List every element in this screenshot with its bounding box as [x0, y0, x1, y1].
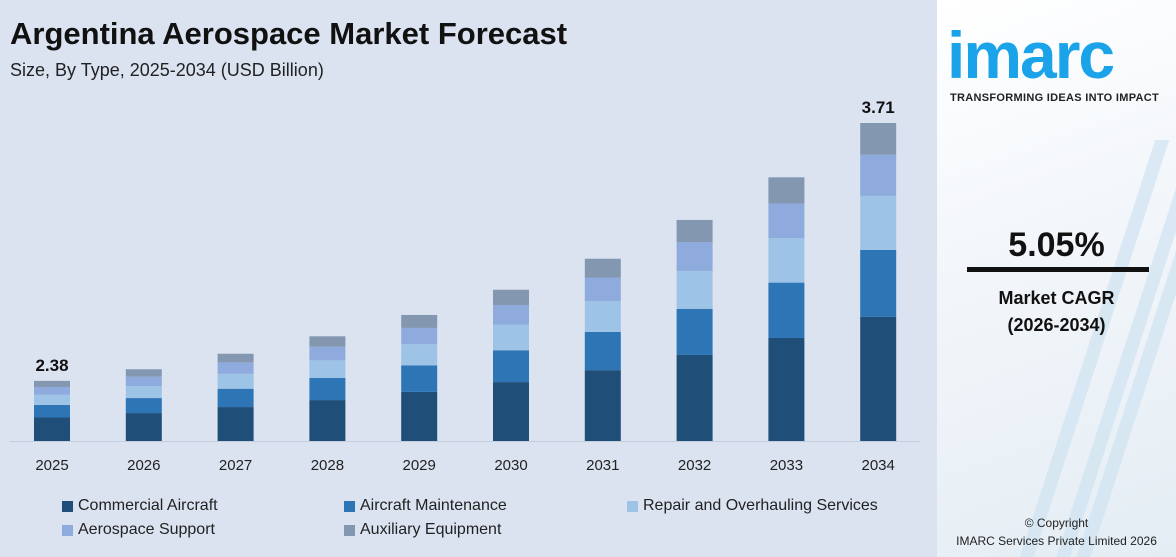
x-tick-label: 2032: [678, 457, 711, 474]
bar-segment-aircraft-maintenance-2031: [584, 332, 621, 371]
legend-label: Repair and Overhauling Services: [643, 497, 878, 514]
bar-segment-aerospace-support-2029: [401, 327, 438, 345]
x-tick-label: 2026: [127, 457, 160, 474]
legend-item: Aerospace Support: [62, 521, 215, 539]
bar-segment-commercial-aircraft-2027: [217, 407, 254, 441]
bar-segment-auxiliary-equipment-2025: [34, 380, 70, 387]
chart-subtitle: Size, By Type, 2025-2034 (USD Billion): [10, 60, 324, 80]
legend-item: Aircraft Maintenance: [344, 497, 507, 515]
copyright-line1: © Copyright: [1024, 516, 1089, 530]
side-panel: imarc TRANSFORMING IDEAS INTO IMPACT 5.0…: [937, 0, 1176, 557]
bar-segment-commercial-aircraft-2025: [34, 417, 70, 441]
bar-segment-aerospace-support-2028: [309, 346, 346, 361]
bar-segment-auxiliary-equipment-2028: [309, 336, 346, 347]
bar-segment-commercial-aircraft-2030: [493, 382, 529, 441]
bar-segment-repair-and-overhauling-services-2027: [217, 373, 254, 389]
bar-segment-commercial-aircraft-2032: [676, 354, 713, 441]
bar-segment-aircraft-maintenance-2027: [217, 388, 254, 408]
x-tick-label: 2028: [311, 457, 344, 474]
bar-segment-repair-and-overhauling-services-2026: [125, 386, 162, 399]
legend-label: Aircraft Maintenance: [360, 497, 507, 514]
bar-segment-aerospace-support-2034: [860, 154, 897, 196]
legend-label: Auxiliary Equipment: [360, 521, 502, 538]
bar-segment-aircraft-maintenance-2034: [860, 249, 897, 317]
bar-segment-aerospace-support-2027: [217, 362, 254, 374]
bar-segment-repair-and-overhauling-services-2029: [401, 344, 438, 366]
bar-segment-commercial-aircraft-2028: [309, 400, 346, 441]
cagr-label: Market CAGR (2026-2034): [937, 285, 1176, 339]
cagr-value: 5.05%: [1008, 226, 1105, 264]
bar-segment-aircraft-maintenance-2033: [768, 282, 805, 338]
chart-title: Argentina Aerospace Market Forecast: [10, 16, 568, 51]
bar-segment-commercial-aircraft-2031: [584, 370, 621, 441]
x-tick-label: 2030: [494, 457, 527, 474]
bar-segment-aerospace-support-2030: [493, 305, 529, 325]
bar-segment-repair-and-overhauling-services-2033: [768, 238, 805, 283]
bar-segment-aerospace-support-2032: [676, 241, 713, 271]
legend-swatch: [344, 524, 355, 536]
cagr-divider: [967, 267, 1149, 272]
x-tick-label: 2034: [862, 457, 895, 474]
bar-segment-repair-and-overhauling-services-2031: [584, 301, 621, 333]
bar-segment-repair-and-overhauling-services-2030: [493, 324, 529, 351]
x-tick-label: 2033: [770, 457, 803, 474]
legend-item: Repair and Overhauling Services: [627, 497, 878, 515]
bar-segment-aircraft-maintenance-2029: [401, 365, 438, 392]
bar-segment-commercial-aircraft-2029: [401, 391, 438, 441]
bar-segment-repair-and-overhauling-services-2034: [860, 195, 897, 250]
bar-segment-aerospace-support-2026: [125, 376, 162, 387]
legend-item: Auxiliary Equipment: [344, 521, 501, 539]
bar-segment-aircraft-maintenance-2026: [125, 398, 162, 414]
copyright: © Copyright IMARC Services Private Limit…: [937, 514, 1176, 550]
bar-segment-auxiliary-equipment-2030: [493, 289, 529, 306]
x-tick-label: 2031: [586, 457, 619, 474]
x-tick-label: 2025: [35, 457, 68, 474]
total-label: 3.71: [862, 98, 895, 117]
x-tick-label: 2027: [219, 457, 252, 474]
brand-tagline: TRANSFORMING IDEAS INTO IMPACT: [950, 92, 1160, 104]
bar-segment-auxiliary-equipment-2031: [584, 258, 621, 278]
bar-segment-auxiliary-equipment-2032: [676, 219, 713, 242]
bar-segment-aircraft-maintenance-2030: [493, 350, 529, 383]
x-tick-label: 2029: [403, 457, 436, 474]
bar-segment-aerospace-support-2033: [768, 203, 805, 239]
bar-segment-commercial-aircraft-2033: [768, 337, 805, 441]
bar-segment-commercial-aircraft-2026: [125, 413, 162, 441]
bar-segment-aircraft-maintenance-2028: [309, 378, 346, 401]
bar-segment-aircraft-maintenance-2032: [676, 308, 713, 355]
bar-segment-aerospace-support-2025: [34, 386, 70, 395]
copyright-line2: IMARC Services Private Limited 2026: [956, 534, 1157, 548]
bar-segment-repair-and-overhauling-services-2032: [676, 270, 713, 309]
cagr-label-period: (2026-2034): [1007, 315, 1106, 335]
total-label: 2.38: [35, 356, 68, 375]
bar-segment-repair-and-overhauling-services-2025: [34, 394, 70, 405]
legend-swatch: [627, 500, 638, 512]
bar-segment-auxiliary-equipment-2027: [217, 353, 254, 363]
imarc-logo: imarc: [947, 18, 1115, 92]
cagr-label-line1: Market CAGR: [998, 288, 1115, 308]
bar-segment-repair-and-overhauling-services-2028: [309, 360, 346, 379]
legend-swatch: [62, 500, 73, 512]
bar-segment-aerospace-support-2031: [584, 277, 621, 302]
legend-item: Commercial Aircraft: [62, 497, 218, 515]
legend-label: Aerospace Support: [78, 521, 215, 538]
bar-segment-auxiliary-equipment-2033: [768, 177, 805, 204]
bar-segment-auxiliary-equipment-2034: [860, 123, 897, 155]
bar-segment-auxiliary-equipment-2026: [125, 369, 162, 377]
legend-swatch: [62, 524, 73, 536]
bar-segment-commercial-aircraft-2034: [860, 316, 897, 441]
legend-label: Commercial Aircraft: [78, 497, 218, 514]
bar-segment-aircraft-maintenance-2025: [34, 404, 70, 418]
bar-segment-auxiliary-equipment-2029: [401, 314, 438, 328]
legend-swatch: [344, 500, 355, 512]
stacked-bar-chart: 2025 2.38 2026 2027 2028 2029 2030 2031 2032 2033…: [10, 98, 920, 474]
